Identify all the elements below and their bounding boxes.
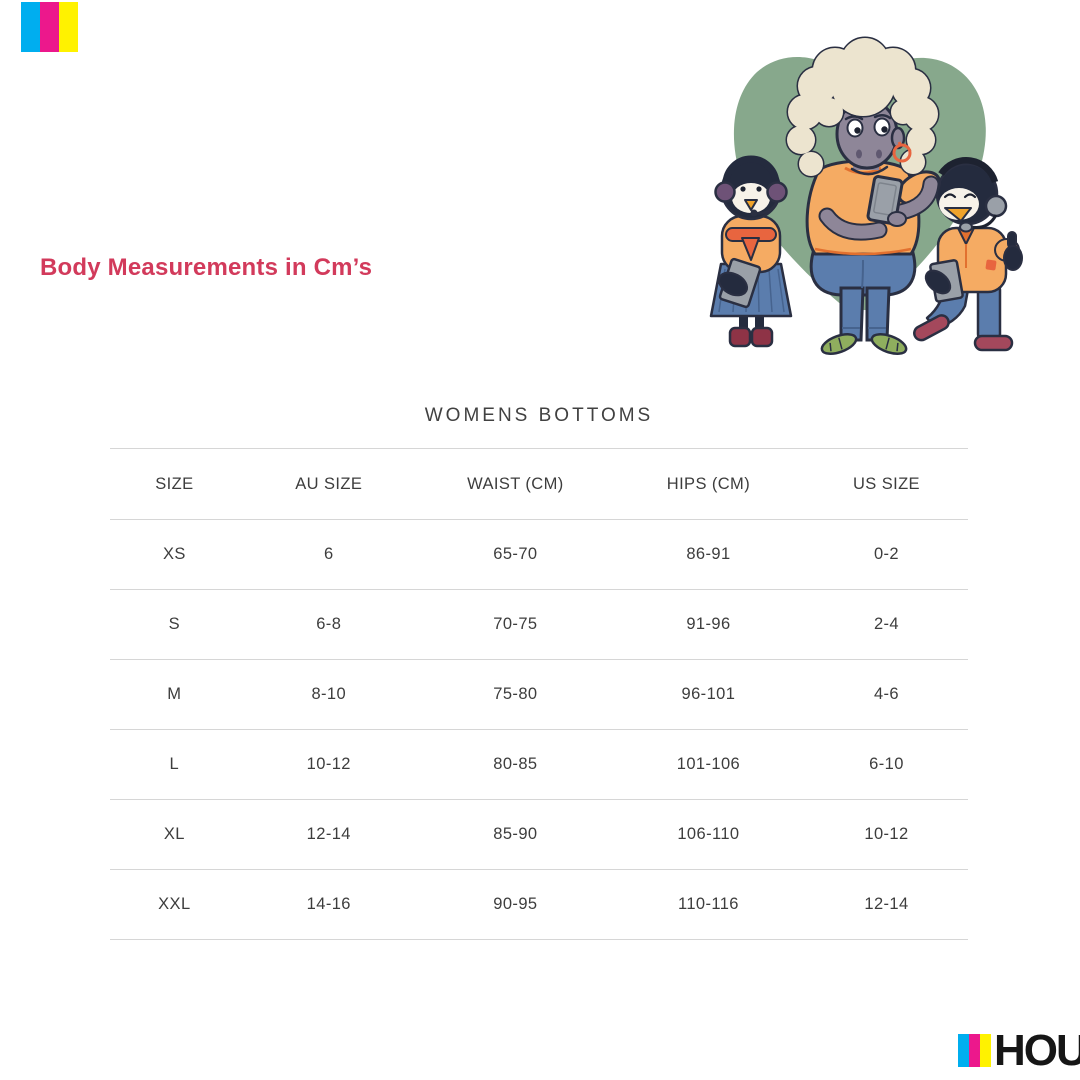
column-header-size: SIZE	[155, 474, 194, 493]
table-cell: 70-75	[493, 615, 538, 633]
table-cell: 85-90	[493, 825, 538, 843]
column-header-us-size: US SIZE	[852, 474, 920, 493]
mascot-penguin-right	[913, 157, 1023, 352]
table-row: XXL 14-16 90-95 110-116 12-14	[110, 870, 968, 940]
table-cell: 6-10	[869, 755, 904, 773]
table-cell: 65-70	[493, 545, 538, 563]
table-cell: XXL	[158, 895, 191, 913]
column-header-hips: HIPS (CM)	[666, 474, 751, 493]
table-cell: XL	[163, 825, 185, 843]
page-title: Body Measurements in Cm’s	[40, 254, 373, 281]
table-cell: 96-101	[681, 685, 736, 703]
table-cell: 106-110	[677, 825, 740, 843]
table-row: S 6-8 70-75 91-96 2-4	[110, 590, 968, 660]
table-cell: 110-116	[677, 895, 739, 913]
table-cell: 12-14	[306, 825, 351, 843]
table-cell: 91-96	[686, 615, 731, 633]
yellow-bar	[59, 2, 78, 52]
table-cell: 6	[323, 545, 334, 563]
column-header-waist: WAIST (CM)	[467, 474, 564, 493]
table-header-row: SIZE AU SIZE WAIST (CM) HIPS (CM) US SIZ…	[110, 448, 968, 520]
table-cell: 8-10	[311, 685, 347, 703]
table-cell: 75-80	[493, 685, 538, 703]
mascots-illustration	[698, 36, 1025, 366]
size-chart-table: SIZE AU SIZE WAIST (CM) HIPS (CM) US SIZ…	[110, 448, 968, 940]
table-cell: 101-106	[676, 755, 741, 773]
table-cell: 10-12	[864, 825, 909, 843]
magenta-bar	[40, 2, 59, 52]
brand-logo-text: HOU	[994, 1026, 1080, 1075]
table-cell: 6-8	[316, 615, 342, 633]
cyan-bar	[958, 1034, 969, 1067]
table-cell: 90-95	[493, 895, 538, 913]
table-cell: 0-2	[873, 545, 899, 563]
cyan-bar	[21, 2, 40, 52]
table-row: XL 12-14 85-90 106-110 10-12	[110, 800, 968, 870]
yellow-bar	[980, 1034, 991, 1067]
column-header-au-size: AU SIZE	[295, 474, 363, 493]
table-cell: 2-4	[873, 615, 899, 633]
magenta-bar	[969, 1034, 980, 1067]
size-chart-title: WOMENS BOTTOMS	[424, 405, 654, 426]
table-cell: 80-85	[493, 755, 538, 773]
table-cell: 86-91	[686, 545, 731, 563]
table-cell: 4-6	[873, 685, 899, 703]
table-cell: 14-16	[306, 895, 351, 913]
cmyk-corner-bars	[21, 2, 78, 52]
table-cell: XS	[162, 545, 186, 563]
table-row: L 10-12 80-85 101-106 6-10	[110, 730, 968, 800]
table-row: XS 6 65-70 86-91 0-2	[110, 520, 968, 590]
footer-brand-logo: HOU	[958, 1026, 1080, 1075]
table-row: M 8-10 75-80 96-101 4-6	[110, 660, 968, 730]
table-cell: 10-12	[306, 755, 351, 773]
table-cell: 12-14	[864, 895, 909, 913]
mascot-penguin-left	[709, 155, 793, 348]
table-cell: M	[167, 685, 182, 703]
table-cell: S	[168, 615, 181, 633]
mascot-grandma	[785, 36, 942, 355]
table-cell: L	[169, 755, 180, 773]
size-chart-section: WOMENS BOTTOMS SIZE AU SIZE WAIST (CM) H…	[110, 404, 968, 940]
